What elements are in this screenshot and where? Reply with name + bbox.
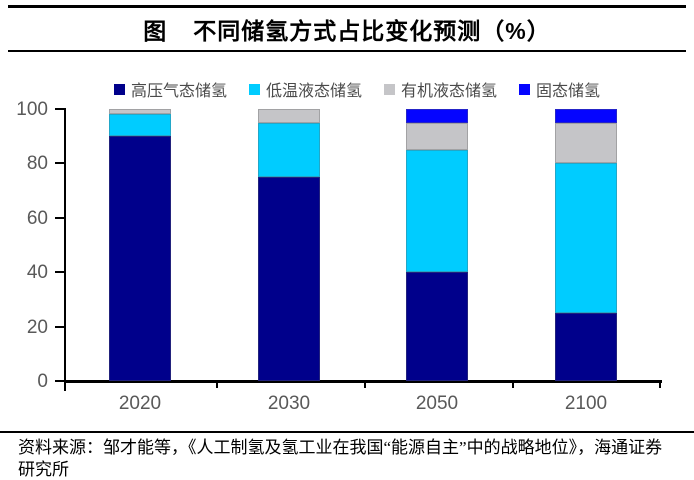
legend-label: 固态储氢: [536, 83, 601, 100]
bar-segment-固态储氢: [555, 109, 617, 123]
stacked-bar-2050: [406, 109, 468, 381]
title-divider: [8, 50, 686, 52]
chart-title-prefix: 图: [143, 18, 168, 44]
x-tick: [215, 382, 218, 388]
y-tick-label: 20: [26, 316, 48, 338]
bar-segment-高压气态储氢: [406, 272, 468, 381]
legend-swatch-icon: [248, 83, 260, 95]
legend-item-2: 有机液态储氢: [384, 77, 497, 101]
chart-legend: 高压气态储氢 低温液态储氢 有机液态储氢 固态储氢: [40, 78, 674, 100]
y-tick-label: 80: [26, 153, 48, 175]
legend-item-0: 高压气态储氢: [113, 77, 227, 101]
top-divider: [8, 5, 686, 8]
bar-segment-高压气态储氢: [109, 136, 171, 381]
x-category-label: 2100: [564, 393, 608, 414]
legend-swatch-icon: [519, 83, 531, 95]
source-divider: [0, 431, 694, 433]
x-tick: [363, 382, 366, 388]
chart-title: 图不同储氢方式占比变化预测（%）: [0, 12, 694, 46]
y-tick-label: 60: [26, 207, 48, 229]
bar-segment-有机液态储氢: [555, 122, 617, 164]
source-note: 资料来源：邹才能等，《人工制氢及氢工业在我国“能源自主”中的战略地位》，海通证券…: [18, 438, 663, 479]
legend-item-1: 低温液态储氢: [248, 77, 362, 101]
stacked-bar-2020: [109, 109, 171, 381]
x-category-label: 2020: [118, 393, 162, 414]
chart-title-text: 不同储氢方式占比变化预测（%）: [193, 18, 551, 44]
bar-segment-低温液态储氢: [406, 149, 468, 273]
bar-segment-有机液态储氢: [406, 122, 468, 150]
bar-segment-高压气态储氢: [555, 313, 617, 381]
x-category-label: 2030: [267, 393, 311, 414]
bar-segment-有机液态储氢: [258, 109, 320, 123]
y-tick: [54, 325, 64, 328]
bar-segment-低温液态储氢: [109, 114, 171, 137]
y-tick: [54, 162, 64, 165]
x-axis-line: [63, 380, 662, 383]
y-tick: [54, 216, 64, 219]
bar-segment-低温液态储氢: [258, 122, 320, 177]
bar-segment-低温液态储氢: [555, 163, 617, 313]
stacked-bar-2030: [258, 109, 320, 381]
legend-label: 高压气态储氢: [130, 83, 227, 100]
y-tick: [54, 108, 64, 110]
y-tick-label: 100: [16, 99, 48, 120]
legend-item-3: 固态储氢: [519, 77, 600, 101]
y-axis-line: [63, 108, 66, 391]
legend-swatch-icon: [113, 83, 125, 95]
y-tick-label: 0: [37, 371, 48, 392]
bar-segment-有机液态储氢: [109, 109, 171, 115]
y-tick: [54, 271, 64, 274]
x-tick: [511, 382, 514, 388]
stacked-bar-2100: [555, 109, 617, 381]
legend-swatch-icon: [384, 83, 395, 95]
legend-label: 有机液态储氢: [401, 83, 498, 100]
x-category-label: 2050: [415, 393, 459, 414]
y-tick-label: 40: [26, 262, 48, 284]
bar-segment-固态储氢: [406, 109, 468, 123]
legend-label: 低温液态储氢: [265, 83, 362, 100]
y-tick: [54, 380, 64, 382]
bar-segment-高压气态储氢: [258, 177, 320, 381]
x-tick: [658, 382, 661, 388]
